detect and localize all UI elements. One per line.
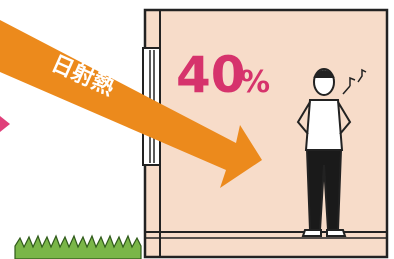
percentage-number: 40 (176, 46, 246, 104)
illustration: 日射熱 40 % (0, 0, 394, 259)
grass (15, 236, 141, 259)
side-arrow (0, 116, 10, 132)
page: 日射熱 40 % (() => { const data = JSON.pars… (0, 0, 394, 259)
percentage-unit: % (240, 65, 270, 100)
